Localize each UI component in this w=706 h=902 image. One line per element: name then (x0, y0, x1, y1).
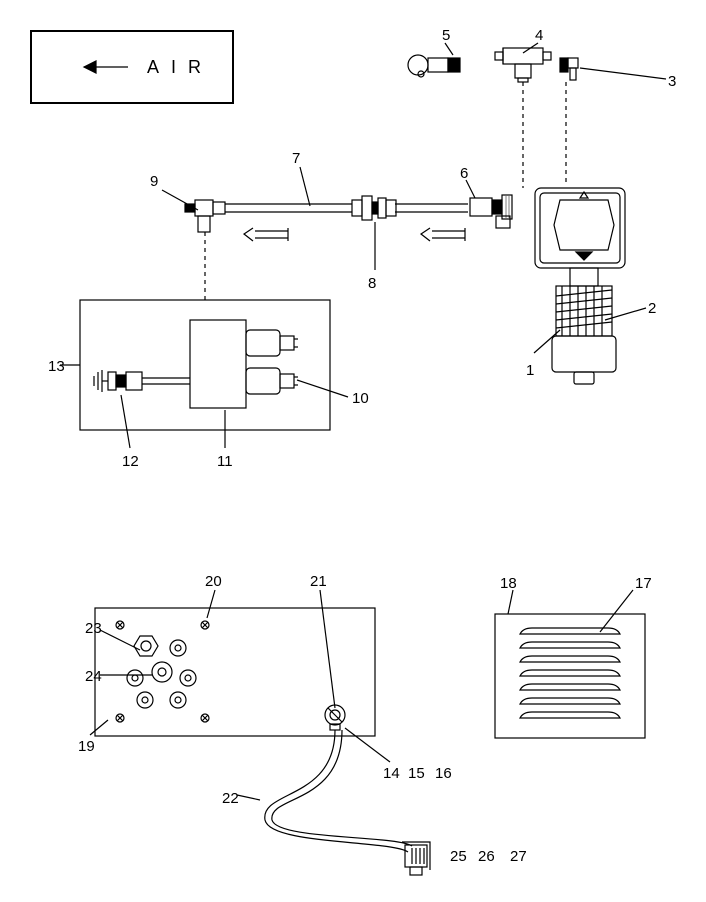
callout-11: 11 (217, 453, 233, 470)
callout-17: 17 (635, 575, 652, 592)
callout-2: 2 (648, 300, 656, 317)
vent-panel (495, 614, 645, 738)
pump-assembly (535, 188, 625, 384)
part-3 (560, 58, 578, 80)
control-box-group (80, 300, 330, 430)
callout-1: 1 (526, 362, 534, 379)
callout-18: 18 (500, 575, 517, 592)
cable-22 (265, 730, 430, 875)
callout-20: 20 (205, 573, 222, 590)
callout-15: 15 (408, 765, 425, 782)
callout-14: 14 (383, 765, 400, 782)
callout-22: 22 (222, 790, 239, 807)
callout-12: 12 (122, 453, 139, 470)
part-4 (495, 48, 551, 82)
callout-16: 16 (435, 765, 452, 782)
part-8 (352, 196, 396, 220)
callout-8: 8 (368, 275, 376, 292)
callout-21: 21 (310, 573, 327, 590)
callout-26: 26 (478, 848, 495, 865)
part-6 (470, 195, 512, 228)
flow-arrow-2 (421, 228, 465, 241)
part-5 (408, 55, 460, 77)
callout-27: 27 (510, 848, 527, 865)
lower-box (95, 608, 375, 736)
callout-4: 4 (535, 27, 543, 44)
callout-9: 9 (150, 173, 158, 190)
callout-7: 7 (292, 150, 300, 167)
callout-3: 3 (668, 73, 676, 90)
diagram-svg (0, 0, 706, 902)
callout-25: 25 (450, 848, 467, 865)
callout-6: 6 (460, 165, 468, 182)
callout-19: 19 (78, 738, 95, 755)
leader-lines (60, 43, 666, 800)
callout-10: 10 (352, 390, 369, 407)
callout-24: 24 (85, 668, 102, 685)
callout-23: 23 (85, 620, 102, 637)
part-9 (185, 200, 225, 232)
callout-5: 5 (442, 27, 450, 44)
flow-arrow-1 (244, 228, 288, 241)
callout-13: 13 (48, 358, 65, 375)
